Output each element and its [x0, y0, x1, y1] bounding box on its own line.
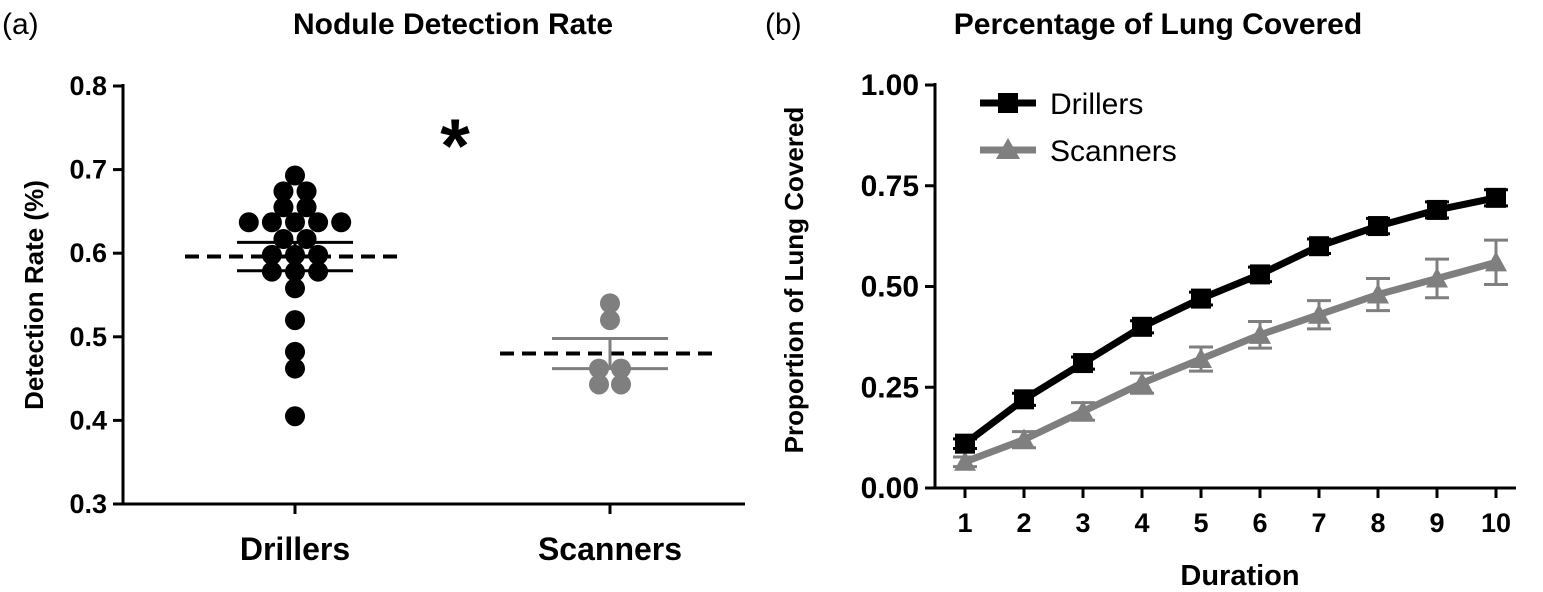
data-point	[285, 165, 305, 186]
panel-a-y-tick-label: 0.6	[69, 238, 107, 268]
data-marker-square	[1250, 264, 1270, 285]
data-marker-triangle	[1131, 372, 1153, 393]
data-marker-triangle	[1013, 428, 1035, 449]
data-point	[285, 278, 305, 299]
data-marker-square	[1368, 216, 1388, 237]
data-point	[273, 181, 294, 202]
data-point	[331, 212, 352, 233]
data-point	[285, 358, 305, 379]
data-point	[285, 212, 305, 233]
panel-b-y-tick-label: 0.50	[861, 271, 919, 304]
panel-a-y-tick-label: 0.4	[69, 405, 107, 435]
legend-label-scanners: Scanners	[1050, 135, 1177, 168]
panel-b-x-tick-label: 3	[1075, 508, 1090, 538]
data-marker-triangle	[954, 450, 976, 471]
data-point	[285, 341, 305, 362]
panel-a-category-label: Scanners	[538, 531, 682, 567]
data-marker-square	[1073, 353, 1093, 374]
data-point	[285, 310, 305, 331]
data-marker-triangle	[1367, 283, 1389, 304]
panel-b-x-tick-label: 6	[1252, 508, 1267, 538]
panel-b-y-axis-label: Proportion of Lung Covered	[779, 107, 809, 454]
panel-b-x-tick-label: 8	[1370, 508, 1385, 538]
data-point	[296, 181, 317, 202]
data-marker-square	[1014, 389, 1034, 410]
data-marker-triangle	[1485, 251, 1507, 272]
data-point	[238, 212, 259, 233]
panel-b-y-tick-label: 1.00	[861, 69, 919, 102]
panel-a-y-tick-label: 0.3	[69, 489, 107, 519]
data-point	[273, 228, 294, 249]
data-marker-square	[1191, 288, 1211, 309]
panel-b-label: (b)	[765, 8, 802, 41]
data-marker-triangle	[1190, 348, 1212, 369]
significance-asterisk: *	[440, 104, 470, 189]
data-point	[600, 293, 620, 314]
series-line-drillers	[962, 194, 1497, 447]
panel-a-category-label: Drillers	[240, 531, 350, 567]
legend-marker-triangle	[996, 138, 1020, 159]
panel-b-y-tick-label: 0.00	[861, 472, 919, 505]
data-marker-triangle	[1072, 400, 1094, 421]
panel-a-y-tick-label: 0.5	[69, 322, 107, 352]
panel-b-title: Percentage of Lung Covered	[954, 8, 1362, 41]
panel-b-x-tick-label: 4	[1134, 508, 1149, 538]
data-point	[296, 228, 317, 249]
panel-b-x-tick-label: 7	[1311, 508, 1326, 538]
panel-a-y-tick-label: 0.7	[69, 155, 107, 185]
data-point	[611, 374, 631, 395]
panel-a-y-tick-label: 0.8	[69, 71, 107, 101]
data-marker-square	[1427, 199, 1447, 220]
data-marker-square	[1132, 316, 1152, 337]
panel-b-x-tick-label: 1	[957, 508, 972, 538]
data-point	[273, 197, 294, 218]
panel-b-x-axis-label: Duration	[1180, 560, 1299, 592]
panel-b-y-tick-label: 0.25	[861, 371, 919, 404]
panel-b-x-tick-label: 5	[1193, 508, 1208, 538]
data-marker-square	[955, 433, 975, 454]
legend-marker-square	[998, 93, 1018, 113]
panel-b-x-tick-label: 2	[1016, 508, 1031, 538]
data-point	[296, 197, 317, 218]
panel-a-y-axis-label: Detection Rate (%)	[19, 180, 49, 410]
data-marker-triangle	[1426, 267, 1448, 288]
panel-a-label: (a)	[2, 8, 39, 41]
panel-b-y-tick-label: 0.75	[861, 170, 919, 203]
panel-a-plot: 0.3 0.4 0.5 0.6 0.7 0.8 Drillers Scanners	[69, 71, 745, 567]
data-marker-square	[1309, 236, 1329, 257]
legend-label-drillers: Drillers	[1050, 88, 1143, 121]
data-marker-triangle	[1308, 303, 1330, 324]
panel-b-x-tick-label: 10	[1481, 508, 1511, 538]
data-marker-triangle	[1249, 323, 1271, 344]
data-point	[285, 406, 305, 427]
series-line-scanners	[963, 258, 1497, 466]
data-point	[589, 374, 609, 395]
data-point	[308, 212, 329, 233]
data-point	[261, 244, 282, 265]
panel-a-title: Nodule Detection Rate	[293, 8, 613, 41]
data-marker-square	[1486, 187, 1506, 208]
panel-b-plot: 0.00 0.25 0.50 0.75 1.00 1 2 3 4 5 6 7 8 9 10 Drillers S…	[861, 69, 1516, 538]
data-point	[600, 310, 620, 331]
data-point	[261, 212, 282, 233]
panel-b-x-tick-label: 9	[1429, 508, 1444, 538]
